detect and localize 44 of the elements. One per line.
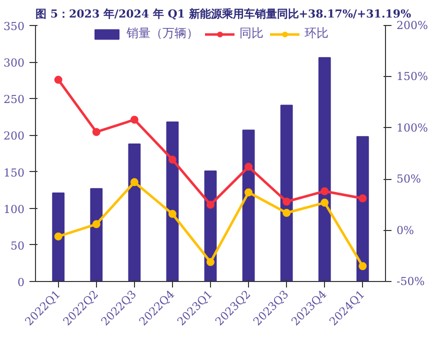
y2-tick-label: 150% xyxy=(396,70,428,84)
bar xyxy=(318,57,331,282)
y2-tick-label: -50% xyxy=(396,275,425,288)
point xyxy=(54,232,62,240)
point xyxy=(206,200,214,209)
point xyxy=(358,262,367,270)
bar xyxy=(356,136,369,282)
bar xyxy=(242,130,255,282)
y-tick-label: 200 xyxy=(4,130,25,143)
y-tick-label: 100 xyxy=(4,202,25,216)
y-tick-label: 50 xyxy=(10,239,25,252)
bar xyxy=(52,192,65,282)
point xyxy=(168,156,176,164)
point xyxy=(282,208,291,217)
y-tick-label: 300 xyxy=(4,56,25,70)
point xyxy=(206,258,214,266)
y-tick-label: 150 xyxy=(4,166,25,180)
point xyxy=(130,116,138,124)
bar xyxy=(166,122,179,282)
y-tick-label: 250 xyxy=(4,93,25,106)
point xyxy=(320,187,329,196)
bar xyxy=(90,188,103,282)
point xyxy=(358,194,367,202)
y2-tick-label: 200% xyxy=(396,19,428,32)
y-tick-label: 0 xyxy=(18,276,24,289)
bar xyxy=(128,143,141,282)
legend-label: 同比 xyxy=(240,25,264,42)
legend-label: 环比 xyxy=(304,25,328,42)
y-tick-label: 350 xyxy=(4,20,25,33)
y2-tick-label: 0% xyxy=(396,224,414,237)
point xyxy=(92,220,100,228)
legend-label: 销量（万辆） xyxy=(126,25,198,42)
point xyxy=(168,210,176,218)
y2-tick-label: 100% xyxy=(396,121,428,134)
point xyxy=(244,162,253,171)
point xyxy=(54,76,62,84)
point xyxy=(244,188,253,196)
point xyxy=(320,198,329,207)
point xyxy=(92,128,100,136)
bar xyxy=(280,104,293,282)
point xyxy=(130,178,138,186)
y2-tick-label: 50% xyxy=(396,172,421,186)
chart-title: 图 5：2023 年/2024 年 Q1 新能源乘用车销量同比+38.17%/+31.19% xyxy=(36,8,412,20)
point xyxy=(282,198,291,206)
